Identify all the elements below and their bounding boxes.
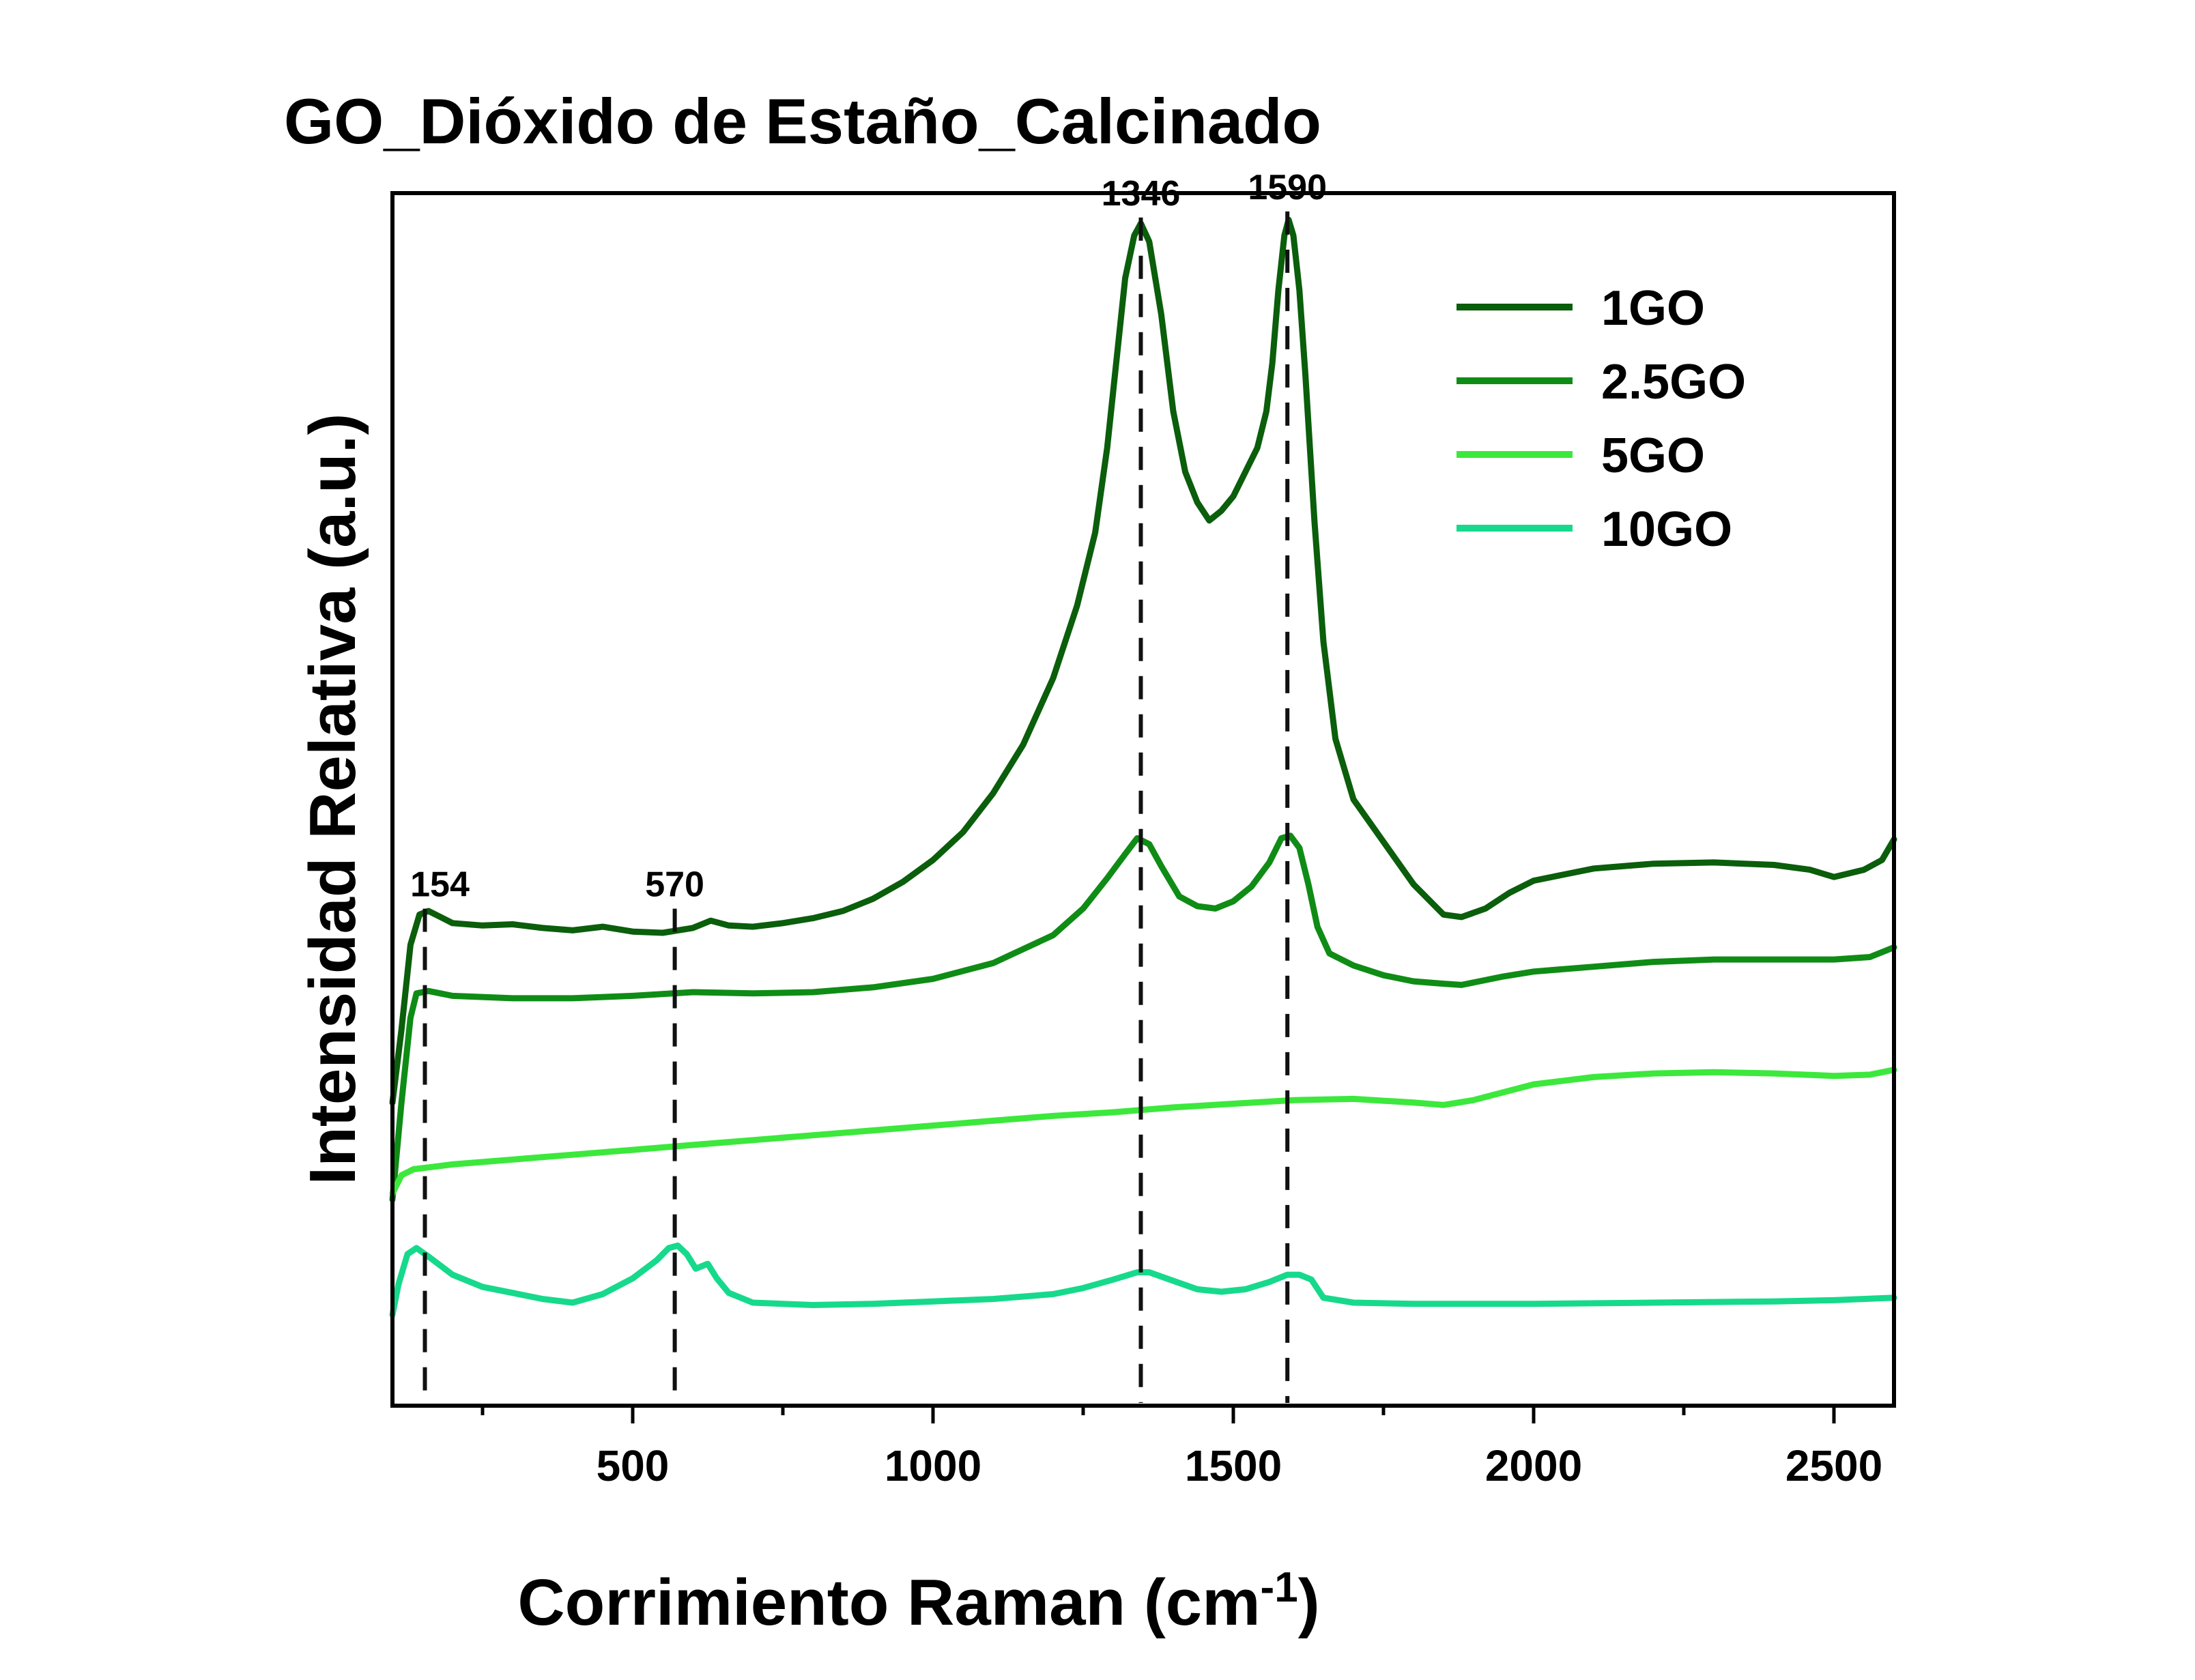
peak-label: 154 [410,865,470,905]
x-tick-label: 1000 [885,1441,981,1490]
x-tick-label: 2000 [1485,1441,1582,1490]
plot-frame [390,191,1896,1408]
chart-title: GO_Dióxido de Estaño_Calcinado [284,85,1321,157]
series-line-2 [389,832,1897,1203]
x-tick-label: 2500 [1785,1441,1882,1490]
peak-label: 1590 [1248,168,1327,207]
series-line-4 [389,1242,1897,1318]
x-axis-ticks: 500 1000 1500 2000 2500 [480,1406,1882,1490]
x-axis-label: Corrimiento Raman (cm-1) [517,1564,1319,1639]
legend-label: 5GO [1601,429,1705,483]
legend: 1GO 2.5GO 5GO 10GO [1457,281,1746,557]
legend-label: 1GO [1601,281,1705,336]
x-axis-label-close: ) [1298,1566,1320,1639]
x-axis-label-superscript: -1 [1261,1564,1298,1611]
x-tick-label: 500 [597,1441,670,1490]
series-line-1 [389,216,1897,1106]
peak-label: 570 [645,865,704,905]
legend-label: 2.5GO [1601,355,1746,409]
series-layer [389,216,1897,1318]
y-axis-label: Intensidad Relativa (a.u.) [296,414,369,1185]
x-axis-label-main: Corrimiento Raman (cm [517,1566,1260,1639]
series-line-3 [389,1067,1897,1197]
legend-label: 10GO [1601,502,1732,557]
x-tick-label: 1500 [1185,1441,1282,1490]
